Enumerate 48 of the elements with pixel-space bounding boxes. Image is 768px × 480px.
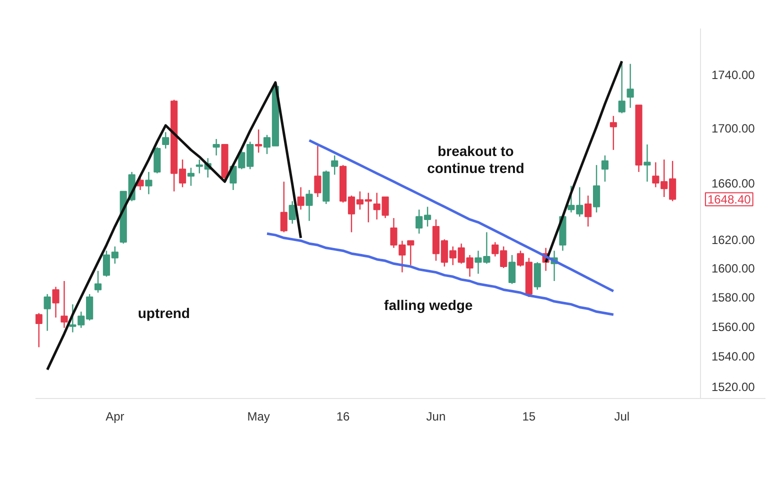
y-tick-label: 1660.00 bbox=[711, 176, 756, 191]
y-tick-label: 1540.00 bbox=[711, 350, 756, 364]
candlestick bbox=[592, 164, 600, 214]
candlestick bbox=[145, 171, 152, 195]
candlestick bbox=[610, 115, 617, 151]
candlestick bbox=[314, 145, 322, 198]
annotation: uptrend bbox=[138, 305, 190, 322]
candlestick bbox=[187, 167, 195, 186]
candlestick bbox=[52, 286, 60, 318]
y-tick-label: 1740.00 bbox=[711, 68, 756, 82]
y-tick-label: 1620.00 bbox=[711, 232, 756, 247]
y-tick-label: 1600.00 bbox=[711, 261, 756, 276]
candlestick bbox=[36, 312, 42, 348]
candlestick bbox=[297, 186, 304, 210]
x-tick-label: Jun bbox=[426, 410, 446, 424]
y-tick-label: 1700.00 bbox=[711, 122, 756, 136]
candlestick bbox=[154, 146, 161, 174]
candlestick bbox=[280, 181, 288, 233]
y-tick-label: 1580.00 bbox=[711, 290, 756, 304]
candlestick bbox=[162, 132, 170, 150]
candlestick bbox=[584, 194, 592, 228]
candlestick bbox=[44, 293, 51, 332]
candlestick bbox=[331, 154, 338, 176]
candlestick bbox=[288, 200, 296, 224]
line-series bbox=[46, 81, 302, 371]
candlestick bbox=[626, 63, 634, 108]
x-tick-label: Jul bbox=[614, 410, 630, 424]
line-series bbox=[308, 139, 615, 292]
x-tick-label: Apr bbox=[106, 410, 124, 424]
candlestick bbox=[508, 254, 516, 284]
line-series bbox=[266, 232, 615, 316]
annotation: breakout to continue trend bbox=[427, 143, 524, 176]
candlestick bbox=[618, 60, 626, 114]
text: 1648.40 bbox=[707, 192, 752, 207]
candlestick bbox=[60, 280, 68, 328]
candlestick bbox=[306, 189, 313, 222]
y-tick-label: 1520.00 bbox=[711, 380, 756, 394]
x-tick-label: May bbox=[247, 410, 270, 424]
candlestick bbox=[212, 138, 220, 156]
candlestick bbox=[94, 270, 102, 294]
annotation: falling wedge bbox=[384, 297, 473, 314]
candlestick bbox=[255, 128, 262, 154]
candlestick bbox=[534, 262, 541, 290]
candlestick bbox=[644, 144, 651, 182]
x-tick-label: 16 bbox=[336, 410, 350, 424]
x-tick-label: 15 bbox=[522, 410, 536, 424]
candlestick bbox=[601, 154, 609, 182]
y-tick-label: 1560.00 bbox=[711, 320, 756, 334]
